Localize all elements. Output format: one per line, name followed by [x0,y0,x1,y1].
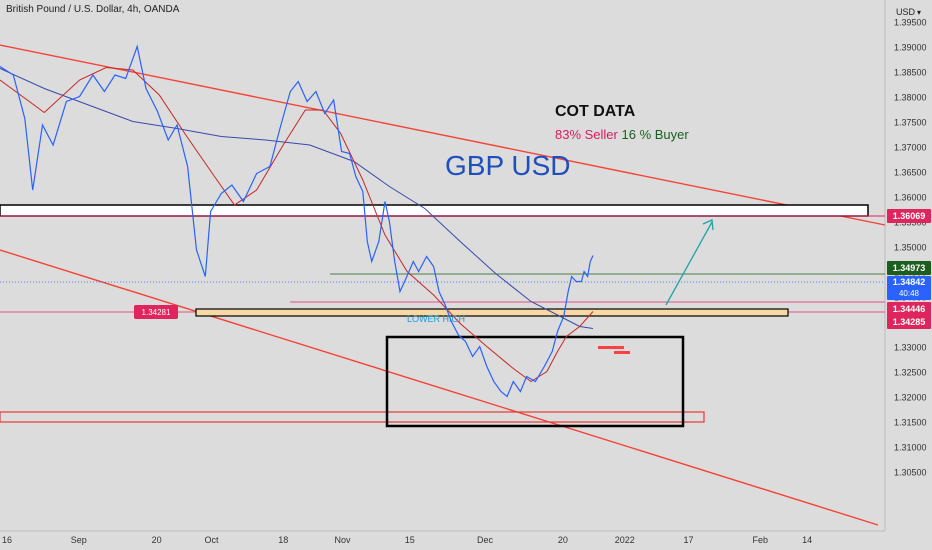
x-tick-label: Oct [205,535,220,545]
symbol-title[interactable]: British Pound / U.S. Dollar, 4h, OANDA [6,4,180,15]
y-tick-label: 1.31000 [894,443,927,453]
x-tick-label: 18 [278,535,288,545]
x-tick-label: Nov [334,535,351,545]
y-tick-label: 1.30500 [894,468,927,478]
x-tick-label: 15 [405,535,415,545]
x-tick-label: 20 [558,535,568,545]
y-tick-label: 1.39000 [894,43,927,53]
red-marker [598,346,624,349]
lower-high-label: LOWER HIGH [407,314,466,324]
cot-title: COT DATA [555,103,636,120]
pair-label: GBP USD [445,150,571,181]
currency-label: USD [896,7,916,17]
y-tick-label: 1.39500 [894,18,927,28]
y-tick-label: 1.36000 [894,193,927,203]
y-tick-label: 1.36500 [894,168,927,178]
currency-selector[interactable]: USD ▾ [896,7,921,17]
current-price: 1.34842 [892,277,926,287]
candle-countdown: 40:48 [898,289,920,298]
x-tick-label: 16 [2,535,12,545]
price-tag-current[interactable]: 1.34842 40:48 [887,276,931,300]
y-tick-label: 1.31500 [894,418,927,428]
price-tag-resistance[interactable]: 1.36069 [887,209,931,223]
y-tick-label: 1.38000 [894,93,927,103]
x-tick-label: 14 [802,535,812,545]
y-tick-label: 1.32000 [894,393,927,403]
cot-seller: 83% Seller [555,127,618,142]
y-tick-label: 1.35000 [894,243,927,253]
x-tick-label: Sep [71,535,87,545]
projection-arrow[interactable] [665,221,713,306]
chevron-down-icon: ▾ [917,8,922,17]
cot-ratio: 83% Seller 16 % Buyer [555,127,689,142]
y-axis: 1.39500 1.39000 1.38500 1.38000 1.37500 1.370… [894,18,927,478]
left-level-label[interactable]: 1.34281 [134,305,178,319]
demand-zone[interactable] [0,411,705,423]
price-tag-support[interactable]: 1.34285 [887,315,931,329]
upper-trend-line[interactable] [0,44,886,226]
red-marker [614,351,630,354]
lower-trend-line[interactable] [0,249,879,526]
resistance-zone[interactable] [0,204,869,217]
y-tick-label: 1.37500 [894,118,927,128]
price-line [0,44,594,398]
x-tick-label: Dec [477,535,494,545]
x-tick-label: 17 [684,535,694,545]
price-tag-high[interactable]: 1.34973 [887,261,931,275]
cot-buyer: 16 % Buyer [621,127,689,142]
y-tick-label: 1.37000 [894,143,927,153]
x-axis: 16 Sep 20 Oct 18 Nov 15 Dec 20 2022 17 Feb 14 [2,535,812,545]
moving-average-fast [0,66,594,383]
moving-average-slow [0,68,594,329]
support-zone[interactable] [195,308,789,317]
price-tag-level[interactable]: 1.34446 [887,302,931,316]
accumulation-box[interactable] [385,335,685,428]
x-tick-label: 20 [152,535,162,545]
y-tick-label: 1.38500 [894,68,927,78]
x-tick-label: Feb [752,535,768,545]
arrow-head-icon [702,219,714,231]
x-tick-label: 2022 [615,535,635,545]
y-tick-label: 1.33000 [894,343,927,353]
y-tick-label: 1.32500 [894,368,927,378]
